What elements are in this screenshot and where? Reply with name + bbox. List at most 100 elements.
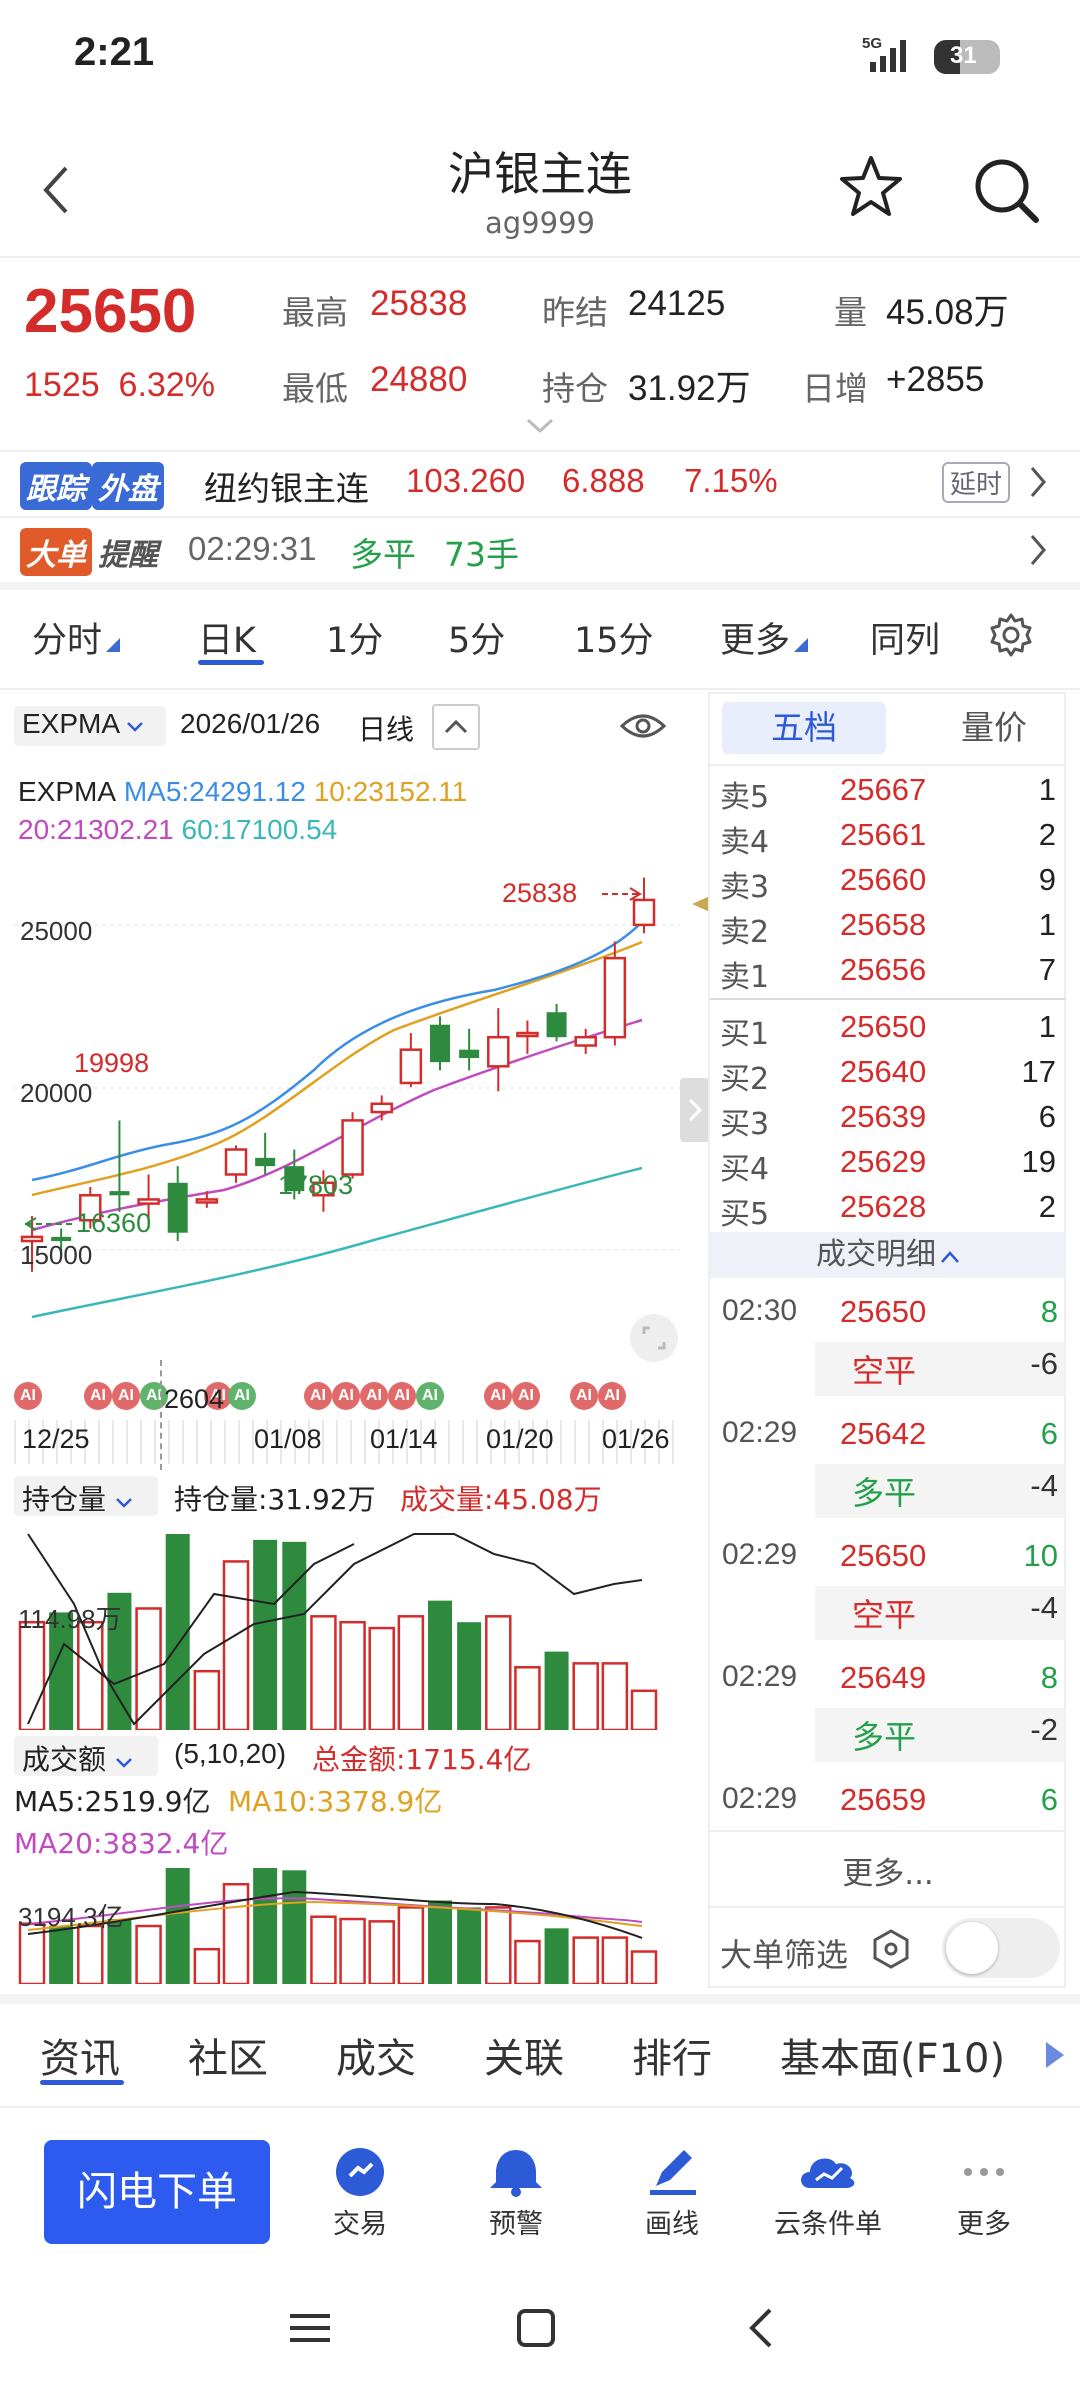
ai-signal-marker[interactable]: AI [14, 1382, 42, 1410]
ma10-line [31, 940, 643, 1197]
ai-signal-marker[interactable]: AI [512, 1382, 540, 1410]
search-button[interactable] [972, 156, 1042, 230]
foreign-market-row[interactable]: 跟踪 外盘 [20, 462, 164, 510]
tab-timeshare[interactable]: 分时 [32, 612, 121, 663]
order-book-price[interactable]: 25629 [840, 1144, 927, 1179]
tab-underline [198, 660, 264, 665]
ai-signal-marker[interactable]: AI [204, 1382, 232, 1410]
pencil-icon [650, 2150, 696, 2195]
trade-price: 25642 [840, 1416, 927, 1451]
tab-volume-price[interactable]: 量价 [961, 708, 1027, 747]
amount-ma20-line [27, 1897, 643, 1925]
order-book-price[interactable]: 25640 [840, 1054, 927, 1089]
ai-signal-marker[interactable]: AI [112, 1382, 140, 1410]
nav-draw[interactable]: 画线 [592, 2146, 752, 2241]
amount-indicator-selector[interactable]: 成交额 [14, 1736, 158, 1776]
tab-same-column[interactable]: 同列 [870, 621, 941, 661]
high-value: 25838 [370, 284, 468, 323]
ai-signal-marker[interactable]: AI [360, 1382, 388, 1410]
system-back-button[interactable] [746, 2306, 776, 2354]
oi-indicator-selector[interactable]: 持仓量 [14, 1476, 158, 1516]
order-book-price[interactable]: 25656 [840, 952, 927, 987]
foreign-arrow[interactable] [1028, 464, 1048, 504]
tab-news[interactable]: 资讯 [40, 2036, 120, 2082]
visibility-button[interactable] [618, 708, 668, 748]
price-change: 1525 6.32% [24, 366, 215, 404]
candle [341, 1119, 364, 1176]
tab-5min[interactable]: 5分 [448, 621, 506, 661]
order-book-price[interactable]: 25660 [840, 862, 927, 897]
trade-price: 25649 [840, 1660, 927, 1695]
trade-volume: 10 [1023, 1538, 1058, 1573]
system-home-button[interactable] [516, 2308, 556, 2352]
order-book-level-label: 卖2 [720, 915, 770, 950]
ai-signal-marker[interactable]: AI [388, 1382, 416, 1410]
expand-icon [642, 1326, 666, 1350]
collapse-chart-button[interactable] [432, 704, 480, 750]
nav-alert[interactable]: 预警 [436, 2146, 596, 2241]
nav-trade[interactable]: 交易 [280, 2146, 440, 2241]
battery-icon: 31 [934, 40, 1000, 74]
date-axis-band [14, 1420, 680, 1464]
order-book-volume: 17 [1021, 1054, 1056, 1089]
tab-related[interactable]: 关联 [484, 2036, 564, 2082]
ai-signal-marker[interactable]: AI [140, 1382, 168, 1410]
amount-chart[interactable]: 3194.3亿 [14, 1864, 680, 1984]
tab-daily-k[interactable]: 日K [198, 621, 256, 661]
chart-settings-button[interactable] [988, 612, 1034, 662]
ai-signal-marker[interactable]: AI [484, 1382, 512, 1410]
tab-five-levels[interactable]: 五档 [722, 702, 886, 754]
tab-trades[interactable]: 成交 [336, 2036, 416, 2082]
order-book-volume: 2 [1038, 817, 1056, 852]
alert-tag: 提醒 [98, 538, 158, 573]
tab-ranking[interactable]: 排行 [632, 2036, 712, 2082]
page-title: 沪银主连 [448, 147, 632, 201]
amount-bar [135, 1924, 162, 1984]
big-order-row[interactable]: 大单 提醒 [20, 528, 164, 576]
big-order-filter-toggle[interactable] [942, 1918, 1060, 1978]
ai-signal-marker[interactable]: AI [304, 1382, 332, 1410]
ai-signal-marker[interactable]: AI [84, 1382, 112, 1410]
high-label: 最高 [282, 293, 348, 332]
tabs-scroll-right[interactable] [1044, 2040, 1066, 2074]
trade-time: 02:29 [722, 1782, 798, 1815]
order-book-price[interactable]: 25628 [840, 1189, 927, 1224]
indicator-selector[interactable]: EXPMA [14, 706, 166, 746]
tab-15min[interactable]: 15分 [574, 621, 654, 661]
order-book-price[interactable]: 25639 [840, 1099, 927, 1134]
more-trades-link[interactable]: 更多... [842, 1856, 934, 1892]
big-order-arrow[interactable] [1028, 532, 1048, 572]
order-book-price[interactable]: 25658 [840, 907, 927, 942]
ai-signal-marker[interactable]: AI [332, 1382, 360, 1410]
expand-quote-button[interactable] [526, 418, 554, 438]
order-book-price[interactable]: 25667 [840, 772, 927, 807]
foreign-name: 纽约银主连 [204, 469, 369, 508]
tab-more[interactable]: 更多 [720, 612, 809, 663]
quick-order-button[interactable]: 闪电下单 [44, 2140, 270, 2244]
ai-signal-marker[interactable]: AI [228, 1382, 256, 1410]
order-book-price[interactable]: 25650 [840, 1009, 927, 1044]
trades-header[interactable]: 成交明细 [710, 1232, 1066, 1278]
nav-more[interactable]: 更多 [904, 2146, 1064, 2241]
amount-bar [601, 1936, 629, 1984]
tab-fundamentals[interactable]: 基本面(F10) [780, 2036, 1006, 2082]
nav-cloud-order[interactable]: 云条件单 [748, 2146, 908, 2241]
ai-signal-marker[interactable]: AI [598, 1382, 626, 1410]
open-interest-chart[interactable]: 114.98万 [14, 1524, 680, 1730]
filter-info-icon[interactable] [870, 1928, 912, 1974]
ai-signal-marker[interactable]: AI [570, 1382, 598, 1410]
x-label-1225: 12/25 [22, 1424, 90, 1454]
signal-icon: 5G [862, 34, 930, 78]
system-menu-button[interactable] [290, 2310, 330, 2350]
kline-chart[interactable]: 25000 20000 15000 25838 19998 17803 1636… [14, 850, 680, 1370]
back-button[interactable] [40, 160, 90, 220]
candle [312, 1181, 335, 1197]
tab-1min[interactable]: 1分 [326, 621, 384, 661]
favorite-button[interactable] [836, 152, 906, 226]
order-book-price[interactable]: 25661 [840, 817, 927, 852]
panel-collapse-handle[interactable] [680, 1078, 710, 1142]
ai-signal-marker[interactable]: AI [416, 1382, 444, 1410]
hexagon-icon [873, 1929, 909, 1969]
tab-community[interactable]: 社区 [188, 2036, 268, 2082]
candle [546, 1012, 567, 1038]
